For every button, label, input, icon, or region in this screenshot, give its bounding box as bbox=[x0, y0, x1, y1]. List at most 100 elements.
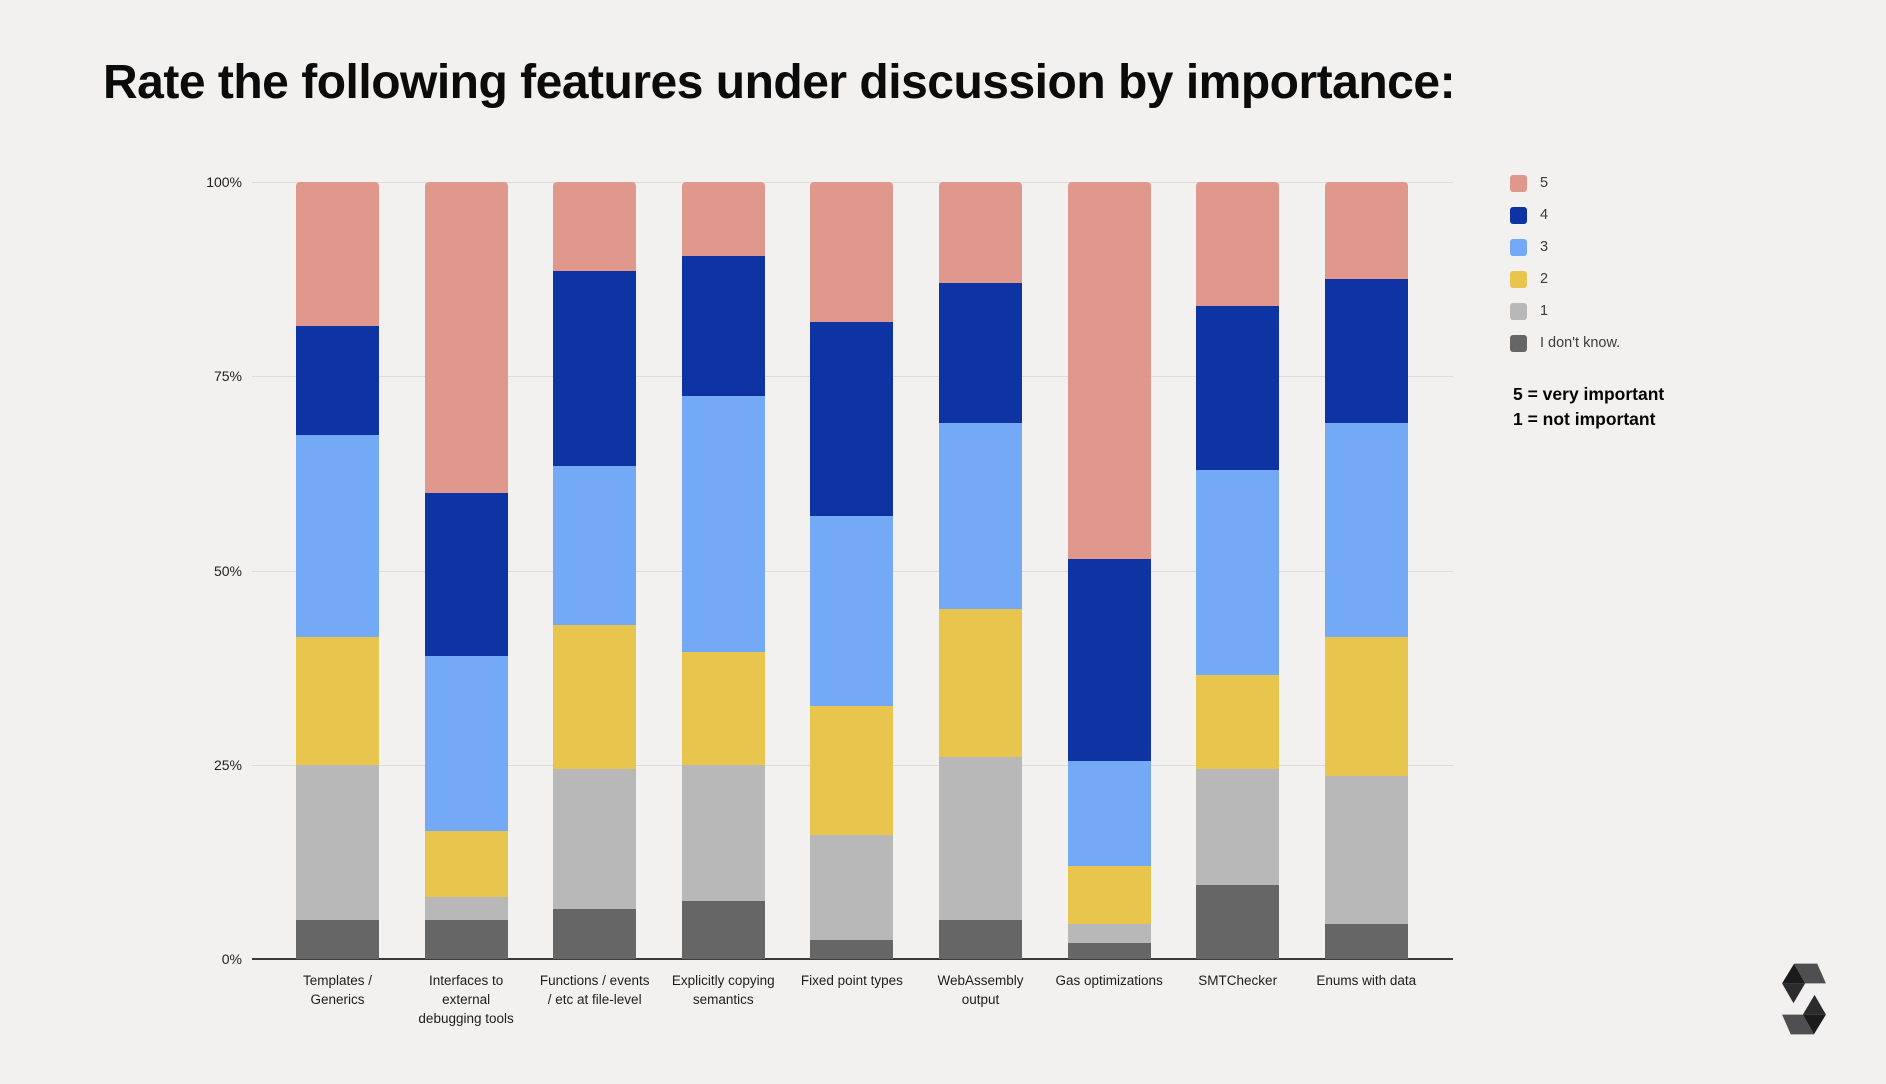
legend-swatch-icon bbox=[1510, 270, 1527, 288]
y-tick-0: 0% bbox=[221, 951, 242, 967]
bar-segment-3 bbox=[553, 465, 637, 625]
bar-segment-5 bbox=[939, 182, 1022, 284]
note-not-important: 1 = not important bbox=[1513, 409, 1656, 429]
y-tick-25: 25% bbox=[213, 756, 242, 773]
bar-segment-3 bbox=[296, 434, 379, 637]
y-tick-100: 100% bbox=[206, 174, 242, 190]
y-tick-50: 50% bbox=[213, 562, 242, 579]
bar bbox=[810, 182, 894, 959]
legend-notes: 5 = very important 1 = not important bbox=[1513, 382, 1664, 432]
bar-segment-1 bbox=[296, 764, 379, 921]
bar-segment-3 bbox=[1067, 760, 1151, 866]
bar-segment-4 bbox=[424, 492, 508, 657]
note-very-important: 5 = very important bbox=[1513, 384, 1665, 404]
bar-segment-3 bbox=[424, 656, 508, 831]
x-axis-line bbox=[252, 958, 1453, 960]
bar bbox=[1067, 182, 1151, 959]
bar-segment-5 bbox=[296, 182, 379, 326]
legend-swatch-icon bbox=[1510, 238, 1527, 256]
bar-segment-2 bbox=[424, 830, 508, 897]
bar-segment-3 bbox=[810, 516, 894, 707]
stacked-bar-chart: 100% 75% 50% 25% 0% Templates / Generics Inter… bbox=[206, 174, 1453, 1026]
legend-swatch-icon bbox=[1510, 174, 1527, 192]
x-axis-label: Functions / events / etc at file-level bbox=[539, 973, 650, 1007]
bar-segment-i-don-t-know- bbox=[681, 900, 765, 959]
legend-item: 5 bbox=[1510, 167, 1620, 199]
legend-label: 3 bbox=[1540, 239, 1549, 255]
bar-segment-4 bbox=[1324, 279, 1408, 423]
bar-segment-3 bbox=[1324, 422, 1408, 637]
legend-item: 1 bbox=[1510, 295, 1620, 327]
bar-segment-1 bbox=[1196, 768, 1280, 886]
legend-item: 4 bbox=[1510, 199, 1620, 231]
bar-segment-5 bbox=[424, 182, 508, 493]
bar-segment-3 bbox=[939, 422, 1022, 610]
bar-segment-1 bbox=[1067, 924, 1151, 944]
bar-segment-3 bbox=[1196, 469, 1280, 676]
bar-segment-1 bbox=[424, 896, 508, 921]
bar-segment-i-don-t-know- bbox=[424, 920, 508, 959]
legend-item: 2 bbox=[1510, 263, 1620, 295]
bar-segment-4 bbox=[1196, 306, 1280, 470]
bar-segment-4 bbox=[296, 325, 379, 435]
bar-segment-4 bbox=[1067, 558, 1151, 761]
bar bbox=[424, 182, 508, 959]
bar-segment-i-don-t-know- bbox=[1196, 885, 1280, 959]
legend-label: I don't know. bbox=[1540, 335, 1621, 351]
y-tick-75: 75% bbox=[213, 368, 242, 385]
bar bbox=[1324, 182, 1408, 959]
bar-segment-1 bbox=[553, 768, 637, 909]
bar-segment-1 bbox=[1324, 776, 1408, 925]
bar-segment-i-don-t-know- bbox=[553, 908, 637, 959]
bar-segment-2 bbox=[810, 706, 894, 835]
bar-segment-i-don-t-know- bbox=[1324, 924, 1408, 959]
legend-swatch-icon bbox=[1510, 302, 1527, 320]
x-axis-label: WebAssembly output bbox=[937, 973, 1024, 1007]
bar-segment-1 bbox=[939, 757, 1022, 921]
bar-segment-4 bbox=[810, 321, 894, 517]
bar bbox=[553, 182, 637, 959]
legend-item: I don't know. bbox=[1510, 327, 1620, 359]
bar-segment-2 bbox=[939, 609, 1022, 757]
x-axis-label: SMTChecker bbox=[1198, 973, 1278, 988]
page-title: Rate the following features under discus… bbox=[103, 56, 1456, 109]
bar-segment-i-don-t-know- bbox=[939, 920, 1022, 959]
bar bbox=[681, 182, 765, 959]
legend-label: 4 bbox=[1540, 207, 1549, 223]
bar-segment-5 bbox=[681, 182, 765, 256]
chart-legend: 5 4 3 2 1 I don't know. bbox=[1510, 167, 1620, 359]
bar-segment-2 bbox=[681, 652, 765, 765]
bar bbox=[1196, 182, 1280, 959]
bar-segment-5 bbox=[1324, 182, 1408, 280]
bar-segment-5 bbox=[553, 182, 637, 272]
x-axis-label: Templates / Generics bbox=[302, 973, 373, 1007]
bar bbox=[296, 182, 379, 959]
bar-segment-5 bbox=[1196, 182, 1280, 307]
bar-segment-2 bbox=[553, 624, 637, 769]
bar-segment-2 bbox=[1196, 675, 1280, 769]
bar-segment-2 bbox=[1067, 865, 1151, 925]
bar-segment-3 bbox=[681, 395, 765, 653]
bar-segment-1 bbox=[810, 834, 894, 940]
legend-item: 3 bbox=[1510, 231, 1620, 263]
legend-label: 1 bbox=[1540, 303, 1549, 319]
legend-label: 5 bbox=[1540, 175, 1549, 191]
legend-swatch-icon bbox=[1510, 206, 1527, 224]
legend-swatch-icon bbox=[1510, 334, 1527, 352]
legend-label: 2 bbox=[1540, 271, 1549, 287]
bar-segment-i-don-t-know- bbox=[810, 939, 894, 959]
bar-segment-5 bbox=[1067, 182, 1151, 559]
x-axis-label: Fixed point types bbox=[800, 973, 903, 988]
x-axis-label: Gas optimizations bbox=[1055, 973, 1163, 988]
bar-segment-4 bbox=[681, 255, 765, 396]
bar-segment-5 bbox=[810, 182, 894, 322]
bar-segment-2 bbox=[1324, 636, 1408, 777]
bar-segment-4 bbox=[939, 283, 1022, 423]
bar-segment-4 bbox=[553, 271, 637, 466]
bar-segment-i-don-t-know- bbox=[296, 920, 379, 959]
bar-segment-2 bbox=[296, 636, 379, 765]
bar-segment-1 bbox=[681, 764, 765, 901]
x-axis-label: Interfaces to external debugging tools bbox=[418, 973, 514, 1026]
bar bbox=[939, 182, 1022, 959]
